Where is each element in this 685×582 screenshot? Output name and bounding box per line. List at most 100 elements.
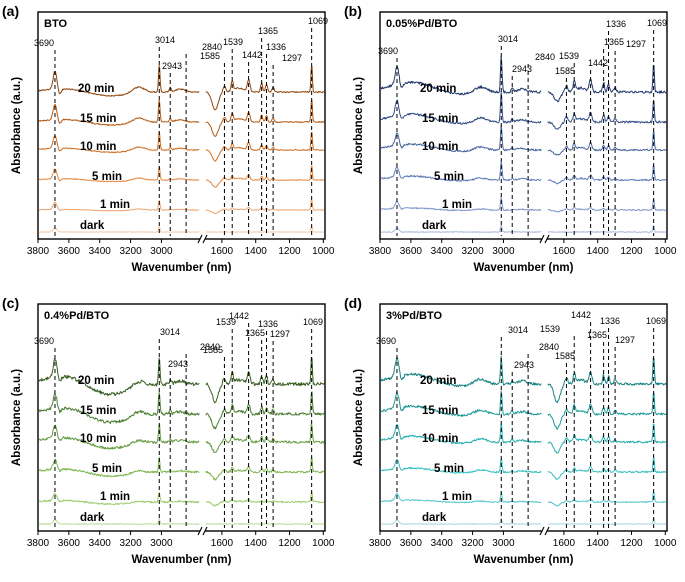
series-line-20-min xyxy=(380,355,667,404)
x-tick-label-3600: 3600 xyxy=(400,538,423,549)
x-tick-label-1600: 1600 xyxy=(553,538,576,549)
x-tick-label-1400: 1400 xyxy=(587,538,610,549)
peak-label-1336: 1336 xyxy=(258,319,278,329)
series-line-1-min xyxy=(38,491,325,507)
x-axis-title: Wavenumber (nm) xyxy=(132,554,232,566)
y-axis-title: Absorbance (a.u.) xyxy=(353,369,365,466)
series-label-15-min: 15 min xyxy=(422,113,458,125)
x-tick-label-1000: 1000 xyxy=(654,246,677,257)
series-label-20-min: 20 min xyxy=(78,83,114,95)
x-tick-label-3400: 3400 xyxy=(89,538,112,549)
x-axis-title: Wavenumber (nm) xyxy=(474,262,574,274)
axis-break-mark-left xyxy=(197,526,203,536)
y-axis-title: Absorbance (a.u.) xyxy=(353,77,365,174)
series-line-15-min xyxy=(380,91,667,130)
x-tick-label-1400: 1400 xyxy=(245,538,268,549)
peak-label-1585: 1585 xyxy=(203,345,223,355)
axis-break-mark-right xyxy=(202,526,208,536)
x-tick-label-1000: 1000 xyxy=(312,246,335,257)
series-line-15-min xyxy=(380,390,667,430)
peak-label-1365: 1365 xyxy=(258,26,278,36)
x-tick-label-3800: 3800 xyxy=(27,246,50,257)
series-line-5-min xyxy=(38,456,325,481)
series-label-20-min: 20 min xyxy=(420,375,456,387)
peak-label-1297: 1297 xyxy=(270,329,290,339)
x-tick-label-3200: 3200 xyxy=(461,538,484,549)
peak-label-2840: 2840 xyxy=(202,42,222,52)
peak-label-3014: 3014 xyxy=(160,327,180,337)
peak-label-2840: 2840 xyxy=(535,52,555,62)
y-axis-title: Absorbance (a.u.) xyxy=(11,369,23,466)
x-tick-label-1200: 1200 xyxy=(620,538,643,549)
peak-label-3690: 3690 xyxy=(34,336,54,346)
series-line-dark xyxy=(380,224,667,233)
series-label-20-min: 20 min xyxy=(78,375,114,387)
series-label-10-min: 10 min xyxy=(80,433,116,445)
series-label-1-min: 1 min xyxy=(442,491,472,503)
peak-label-1069: 1069 xyxy=(303,317,323,327)
axis-break-mark-left xyxy=(197,234,203,244)
x-tick-label-3600: 3600 xyxy=(58,538,81,549)
peak-label-2943: 2943 xyxy=(514,360,534,370)
series-line-1-min xyxy=(38,199,325,215)
x-tick-label-3600: 3600 xyxy=(58,246,81,257)
plot-frame xyxy=(379,11,668,240)
x-tick-label-3400: 3400 xyxy=(89,246,112,257)
series-label-10-min: 10 min xyxy=(80,141,116,153)
peak-label-1539: 1539 xyxy=(540,324,560,334)
series-line-1-min xyxy=(380,491,667,507)
series-line-10-min xyxy=(380,423,667,454)
x-tick-label-1200: 1200 xyxy=(620,246,643,257)
series-label-dark: dark xyxy=(80,220,105,232)
peak-label-1442: 1442 xyxy=(571,310,591,320)
x-tick-label-3000: 3000 xyxy=(492,246,515,257)
series-label-10-min: 10 min xyxy=(422,141,458,153)
x-tick-label-1200: 1200 xyxy=(278,538,301,549)
series-label-dark: dark xyxy=(80,512,105,524)
peak-label-3690: 3690 xyxy=(34,38,54,48)
series-line-dark xyxy=(38,517,325,525)
series-line-dark xyxy=(38,225,325,233)
x-tick-label-3200: 3200 xyxy=(119,246,142,257)
peak-label-3690: 3690 xyxy=(378,46,398,56)
x-tick-label-1200: 1200 xyxy=(278,246,301,257)
peak-label-1336: 1336 xyxy=(266,42,286,52)
peak-label-1585: 1585 xyxy=(555,66,575,76)
peak-label-1442: 1442 xyxy=(588,58,608,68)
x-tick-label-1400: 1400 xyxy=(587,246,610,257)
peak-label-1442: 1442 xyxy=(229,311,249,321)
peak-label-1585: 1585 xyxy=(200,51,220,61)
series-line-15-min xyxy=(38,391,325,430)
series-line-20-min xyxy=(38,65,325,111)
series-label-dark: dark xyxy=(422,220,447,232)
peak-label-3014: 3014 xyxy=(508,325,528,335)
peak-label-1069: 1069 xyxy=(647,18,667,28)
peak-label-1365: 1365 xyxy=(587,330,607,340)
peak-label-1442: 1442 xyxy=(242,50,262,60)
x-tick-label-3200: 3200 xyxy=(119,538,142,549)
panel-letter: (d) xyxy=(344,295,362,311)
axis-break-mark-left xyxy=(539,234,545,244)
peak-label-1069: 1069 xyxy=(308,16,328,26)
peak-label-2943: 2943 xyxy=(512,64,532,74)
x-tick-label-3800: 3800 xyxy=(27,538,50,549)
series-label-20-min: 20 min xyxy=(420,83,456,95)
sample-label: 3%Pd/BTO xyxy=(386,310,442,322)
axis-break-gap xyxy=(542,525,547,537)
series-label-5-min: 5 min xyxy=(92,171,122,183)
axis-break-mark-right xyxy=(544,234,550,244)
sample-label: 0.05%Pd/BTO xyxy=(386,18,458,30)
x-tick-label-1600: 1600 xyxy=(211,538,234,549)
series-label-5-min: 5 min xyxy=(434,171,464,183)
series-label-dark: dark xyxy=(422,512,447,524)
series-line-dark xyxy=(380,517,667,525)
series-label-5-min: 5 min xyxy=(92,463,122,475)
x-tick-label-3600: 3600 xyxy=(400,246,423,257)
peak-label-1539: 1539 xyxy=(223,37,243,47)
peak-label-3014: 3014 xyxy=(155,35,175,45)
x-tick-label-3000: 3000 xyxy=(492,538,515,549)
peak-label-1336: 1336 xyxy=(600,316,620,326)
panel-letter: (c) xyxy=(2,295,19,311)
